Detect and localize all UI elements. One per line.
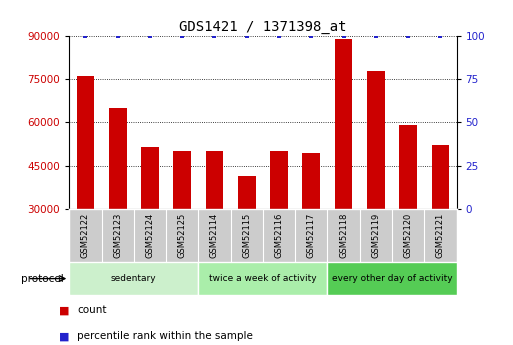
Bar [206,151,223,209]
Title: GDS1421 / 1371398_at: GDS1421 / 1371398_at [179,20,347,34]
Point [404,33,412,39]
Bar [303,152,320,209]
Text: GSM52115: GSM52115 [242,213,251,258]
Text: GSM52116: GSM52116 [274,213,284,258]
Bar [399,125,417,209]
Text: count: count [77,305,107,315]
Bar [327,262,457,295]
Text: ■: ■ [59,305,69,315]
Bar [238,176,255,209]
Text: GSM52124: GSM52124 [146,213,154,258]
Bar [334,39,352,209]
Bar [270,151,288,209]
Bar [109,108,127,209]
Text: GSM52117: GSM52117 [307,213,316,258]
Text: ■: ■ [59,331,69,341]
Text: GSM52125: GSM52125 [177,213,187,258]
Point [437,33,445,39]
Text: GSM52120: GSM52120 [404,213,412,258]
Point [113,33,122,39]
Text: GSM52122: GSM52122 [81,213,90,258]
Bar [173,151,191,209]
Point [243,33,251,39]
Text: sedentary: sedentary [111,274,156,283]
Bar [431,146,449,209]
Text: twice a week of activity: twice a week of activity [209,274,317,283]
Point [81,33,89,39]
Text: protocol: protocol [22,274,64,284]
Point [146,33,154,39]
Text: every other day of activity: every other day of activity [332,274,452,283]
Text: GSM52121: GSM52121 [436,213,445,258]
Bar [199,262,327,295]
Point [307,33,315,39]
Bar [367,71,385,209]
Bar [69,262,199,295]
Text: GSM52118: GSM52118 [339,213,348,258]
Bar [141,147,159,209]
Point [275,33,283,39]
Point [210,33,219,39]
Text: percentile rank within the sample: percentile rank within the sample [77,331,253,341]
Point [372,33,380,39]
Text: GSM52123: GSM52123 [113,213,122,258]
Text: GSM52114: GSM52114 [210,213,219,258]
Point [340,33,348,39]
Bar [76,77,94,209]
Point [178,33,186,39]
Text: GSM52119: GSM52119 [371,213,380,258]
